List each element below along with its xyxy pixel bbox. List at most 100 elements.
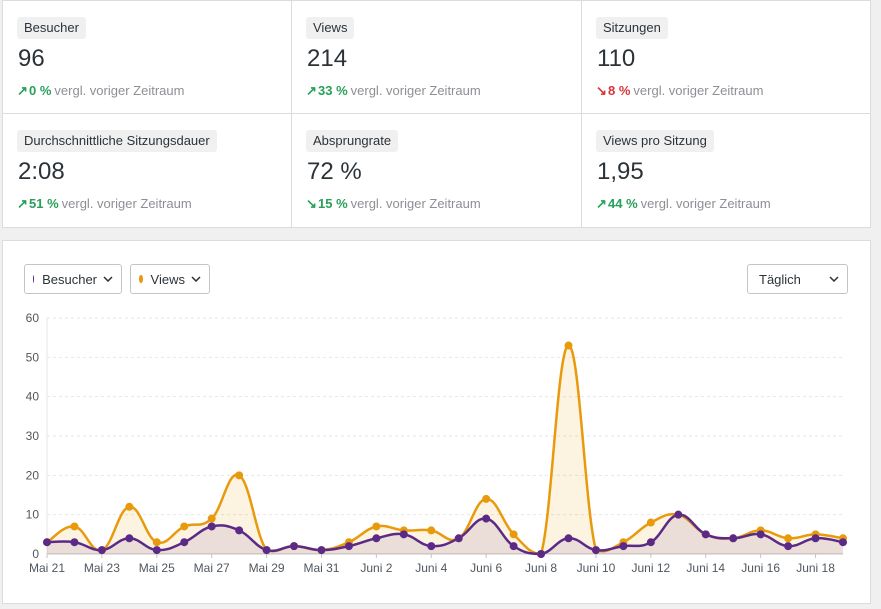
x-tick-label: Juni 14 xyxy=(686,561,725,575)
visitors-point xyxy=(399,530,408,539)
x-tick-label: Mai 27 xyxy=(194,561,230,575)
stat-comparison: ↗51 % vergl. voriger Zeitraum xyxy=(17,196,192,212)
y-tick-label: 60 xyxy=(26,311,40,325)
visitors-point xyxy=(674,510,683,519)
stat-comparison: ↗33 % vergl. voriger Zeitraum xyxy=(306,83,481,99)
views-point xyxy=(235,471,244,480)
views-point xyxy=(152,538,161,547)
stat-label: Durchschnittliche Sitzungsdauer xyxy=(17,130,217,152)
visitors-point xyxy=(729,534,738,543)
x-tick-label: Juni 12 xyxy=(632,561,671,575)
arrow-down-icon: ↘ xyxy=(596,83,607,98)
chevron-down-icon xyxy=(103,276,113,282)
stat-comparison: ↘8 % vergl. voriger Zeitraum xyxy=(596,83,763,99)
stat-comparison-text: vergl. voriger Zeitraum xyxy=(633,83,764,98)
stat-comparison: ↗44 % vergl. voriger Zeitraum xyxy=(596,196,771,212)
visitors-dot-icon xyxy=(33,275,35,283)
x-tick-label: Juni 6 xyxy=(470,561,502,575)
x-tick-label: Mai 21 xyxy=(29,561,65,575)
stat-label: Besucher xyxy=(17,17,86,39)
stat-change: 0 % xyxy=(29,83,52,98)
visitors-point xyxy=(152,546,161,555)
stat-change: 33 % xyxy=(318,83,348,98)
chevron-down-icon xyxy=(829,276,839,282)
stat-avg-session-duration: Durchschnittliche Sitzungsdauer 2:08 ↗51… xyxy=(3,114,292,227)
visitors-point xyxy=(784,542,793,551)
visitors-point xyxy=(756,530,765,539)
x-tick-label: Juni 2 xyxy=(360,561,392,575)
y-tick-label: 40 xyxy=(26,390,40,404)
visitors-toggle-label: Besucher xyxy=(42,271,97,287)
views-point xyxy=(372,522,381,531)
x-tick-label: Juni 4 xyxy=(415,561,447,575)
stat-label: Absprungrate xyxy=(306,130,399,152)
stat-comparison-text: vergl. voriger Zeitraum xyxy=(350,196,481,211)
visitors-point xyxy=(125,534,134,543)
x-tick-label: Mai 23 xyxy=(84,561,120,575)
views-point xyxy=(482,494,491,503)
stat-value: 96 xyxy=(18,45,45,72)
views-point xyxy=(427,526,436,535)
visitors-point xyxy=(646,538,655,547)
y-tick-label: 20 xyxy=(26,468,40,482)
views-dot-icon xyxy=(139,275,143,283)
stat-change: 8 % xyxy=(608,83,631,98)
visitors-point xyxy=(482,514,491,523)
arrow-up-icon: ↗ xyxy=(17,196,28,211)
views-point xyxy=(70,522,79,531)
visitors-point xyxy=(564,534,573,543)
interval-select-value: Täglich xyxy=(759,271,801,287)
views-point xyxy=(207,514,216,523)
visitors-point xyxy=(97,546,106,555)
visitors-point xyxy=(235,526,244,535)
views-point xyxy=(509,530,518,539)
visitors-point xyxy=(454,534,463,543)
stat-value: 2:08 xyxy=(18,158,65,185)
arrow-up-icon: ↗ xyxy=(306,83,317,98)
stat-value: 72 % xyxy=(307,158,362,185)
visitors-point xyxy=(619,542,628,551)
x-tick-label: Mai 25 xyxy=(139,561,175,575)
x-tick-label: Mai 31 xyxy=(303,561,339,575)
views-point xyxy=(125,502,134,511)
stat-comparison-text: vergl. voriger Zeitraum xyxy=(54,83,185,98)
visitors-point xyxy=(509,542,518,551)
stat-comparison-text: vergl. voriger Zeitraum xyxy=(640,196,771,211)
views-line xyxy=(46,344,844,556)
chart-panel: Besucher Views Täglich 0 10 20 30 40 50 60 Mai … xyxy=(2,240,871,604)
x-tick-label: Juni 10 xyxy=(577,561,616,575)
stat-comparison-text: vergl. voriger Zeitraum xyxy=(350,83,481,98)
visitors-point xyxy=(70,538,79,547)
visitors-point xyxy=(290,542,299,551)
views-point xyxy=(784,534,793,543)
visitors-point xyxy=(207,522,216,531)
stat-label: Sitzungen xyxy=(596,17,668,39)
visitors-series-toggle[interactable]: Besucher xyxy=(24,264,122,294)
stat-views-per-session: Views pro Sitzung 1,95 ↗44 % vergl. vorig… xyxy=(582,114,870,227)
stat-comparison: ↘15 % vergl. voriger Zeitraum xyxy=(306,196,481,212)
arrow-up-icon: ↗ xyxy=(17,83,28,98)
views-point xyxy=(564,341,573,350)
views-series-toggle[interactable]: Views xyxy=(130,264,210,294)
x-tick-label: Mai 29 xyxy=(249,561,285,575)
stat-label: Views xyxy=(306,17,355,39)
stat-comparison-text: vergl. voriger Zeitraum xyxy=(61,196,192,211)
interval-select[interactable]: Täglich xyxy=(747,264,848,294)
visitors-point xyxy=(180,538,189,547)
x-tick-label: Juni 8 xyxy=(525,561,557,575)
arrow-up-icon: ↗ xyxy=(596,196,607,211)
stat-views: Views 214 ↗33 % vergl. voriger Zeitraum xyxy=(292,1,582,114)
views-toggle-label: Views xyxy=(150,271,185,287)
visitors-point xyxy=(591,546,600,555)
y-tick-label: 0 xyxy=(32,547,39,561)
stat-bounce-rate: Absprungrate 72 % ↘15 % vergl. voriger Ze… xyxy=(292,114,582,227)
x-tick-label: Juni 18 xyxy=(796,561,835,575)
views-area xyxy=(47,345,843,554)
views-point xyxy=(180,522,189,531)
y-tick-label: 10 xyxy=(26,508,40,522)
stat-label: Views pro Sitzung xyxy=(596,130,714,152)
stats-grid: Besucher 96 ↗0 % vergl. voriger Zeitraum … xyxy=(2,0,871,228)
stat-change: 51 % xyxy=(29,196,59,211)
x-tick-label: Juni 16 xyxy=(741,561,780,575)
stat-change: 44 % xyxy=(608,196,638,211)
